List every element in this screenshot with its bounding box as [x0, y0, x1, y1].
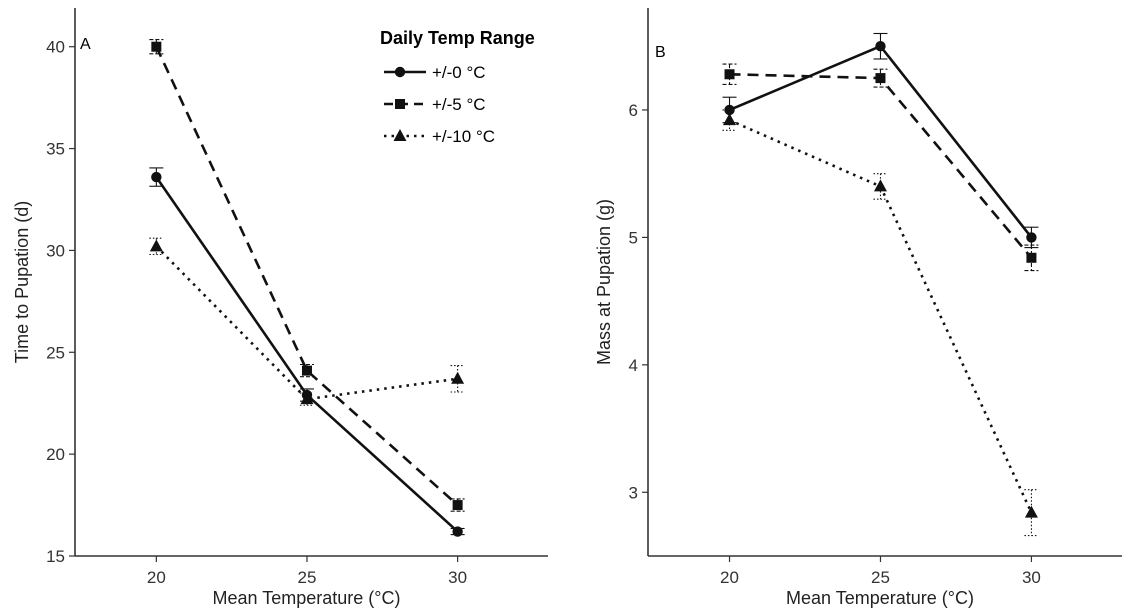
- y-axis-title: Mass at Pupation (g): [594, 199, 614, 365]
- data-point: [724, 69, 735, 80]
- panel-b-mass-at-pupation: 20 25 30 3 4 5 6 Mean Temperature (°C) Mass at P…: [594, 8, 1122, 608]
- y-tick-label: 15: [46, 547, 65, 566]
- data-point: [723, 113, 737, 126]
- series-line: [155, 176, 459, 533]
- data-point: [1024, 505, 1038, 518]
- legend-marker: [394, 66, 406, 78]
- series-3: [149, 237, 465, 406]
- error-bar: [450, 364, 465, 393]
- series-line: [155, 46, 459, 507]
- y-tick-label: 3: [629, 483, 638, 502]
- legend-label: +/-0 °C: [432, 63, 486, 82]
- data-point: [875, 41, 886, 52]
- panel-label: A: [80, 36, 91, 53]
- y-tick-label: 6: [629, 101, 638, 120]
- x-axis-title: Mean Temperature (°C): [213, 588, 401, 608]
- data-point: [451, 371, 465, 384]
- series-line: [155, 245, 458, 401]
- series-1: [149, 167, 465, 537]
- data-point: [1026, 232, 1037, 243]
- series-3: [722, 109, 1039, 537]
- legend-entry: +/-10 °C: [384, 127, 495, 146]
- data-point: [149, 239, 163, 252]
- series-2: [722, 63, 1039, 272]
- x-tick-label: 20: [720, 568, 739, 587]
- legend-entry: +/-5 °C: [384, 95, 486, 114]
- y-tick-label: 35: [46, 140, 65, 159]
- panel-label: B: [655, 44, 666, 61]
- x-axis-title: Mean Temperature (°C): [786, 588, 974, 608]
- panel-a-time-to-pupation: 20 25 30 15 20 25 30 35 40 Mean Temperature (°C) T…: [12, 8, 548, 608]
- legend-marker: [393, 129, 407, 141]
- x-tick-label: 30: [1022, 568, 1041, 587]
- data-point: [151, 171, 162, 183]
- y-tick-label: 30: [46, 241, 65, 260]
- y-tick-label: 4: [629, 356, 638, 375]
- error-bar: [722, 63, 737, 86]
- x-tick-label: 25: [871, 568, 890, 587]
- legend-marker: [395, 99, 405, 109]
- legend-label: +/-5 °C: [432, 95, 486, 114]
- error-bar: [1024, 489, 1039, 537]
- data-point: [151, 41, 162, 52]
- x-tick-label: 20: [147, 568, 166, 587]
- series-2: [149, 39, 465, 512]
- data-point: [875, 73, 886, 84]
- series-line: [729, 72, 1033, 259]
- data-point: [452, 500, 463, 511]
- y-tick-label: 25: [46, 343, 65, 362]
- error-bar: [873, 173, 888, 200]
- data-point: [300, 392, 314, 405]
- series-1: [722, 32, 1039, 249]
- x-tick-label: 30: [448, 568, 467, 587]
- y-tick-label: 20: [46, 445, 65, 464]
- data-point: [1026, 252, 1037, 263]
- legend-entry: +/-0 °C: [384, 63, 486, 82]
- y-axis-title: Time to Pupation (d): [12, 201, 32, 363]
- data-point: [873, 179, 887, 192]
- series-line: [728, 118, 1033, 514]
- y-tick-label: 40: [46, 38, 65, 57]
- legend-title: Daily Temp Range: [380, 28, 535, 48]
- data-point: [301, 365, 312, 376]
- x-tick-label: 25: [298, 568, 317, 587]
- y-tick-label: 5: [629, 228, 638, 247]
- data-point: [452, 526, 463, 537]
- legend: Daily Temp Range +/-0 °C +/-5 °C +/-10 °C: [380, 28, 535, 146]
- error-bar: [722, 109, 737, 131]
- legend-label: +/-10 °C: [432, 127, 495, 146]
